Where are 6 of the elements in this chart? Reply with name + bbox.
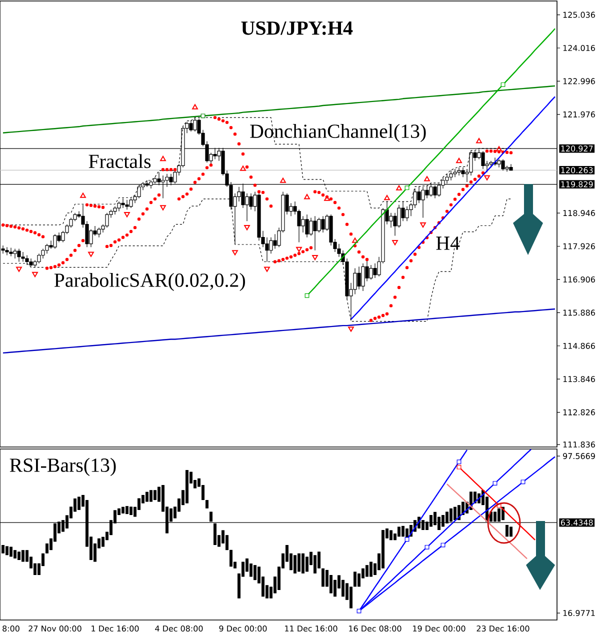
annotation: Fractals [88,154,151,168]
annotation: DonchianChannel(13) [250,124,426,142]
annotation: ParabolicSAR(0.02,0.2) [54,272,245,292]
annotation: RSI-Bars(13) [10,458,116,476]
annotation: H4 [436,236,460,250]
text: USD/JPY:H4 [241,21,353,35]
